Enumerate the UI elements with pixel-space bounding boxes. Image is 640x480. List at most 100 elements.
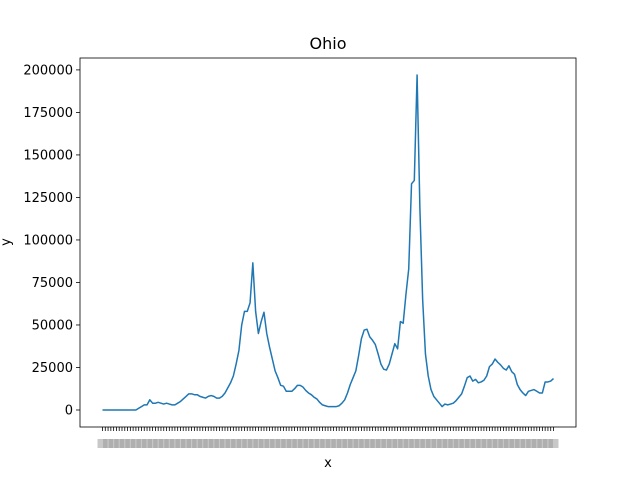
x-tick-label-mark xyxy=(353,439,364,448)
chart-title: Ohio xyxy=(310,34,347,53)
x-tick-label-mark xyxy=(147,439,158,448)
x-tick-label-mark xyxy=(459,439,470,448)
y-tick-label: 100000 xyxy=(23,233,73,248)
y-tick-label: 25000 xyxy=(32,361,73,376)
x-tick-label-mark xyxy=(515,439,526,448)
x-tick-label-mark xyxy=(509,439,520,448)
x-tick-label-mark xyxy=(398,439,409,448)
x-tick-label-mark xyxy=(336,439,347,448)
x-tick-label-mark xyxy=(442,439,453,448)
x-tick-label-mark xyxy=(370,439,381,448)
x-tick-label-mark xyxy=(181,439,192,448)
x-tick-label-mark xyxy=(481,439,492,448)
x-tick-label-mark xyxy=(208,439,219,448)
x-tick-label-mark xyxy=(247,439,258,448)
x-tick-label-mark xyxy=(470,439,481,448)
x-tick-label-mark xyxy=(476,439,487,448)
x-tick-label-mark xyxy=(320,439,331,448)
x-tick-label-mark xyxy=(403,439,414,448)
x-tick-label-mark xyxy=(420,439,431,448)
x-tick-label-mark xyxy=(448,439,459,448)
x-tick-label-mark xyxy=(503,439,514,448)
x-tick-label-mark xyxy=(258,439,269,448)
x-tick-label-mark xyxy=(281,439,292,448)
x-tick-label-mark xyxy=(325,439,336,448)
x-tick-label-mark xyxy=(253,439,264,448)
x-tick-label-mark xyxy=(142,439,153,448)
x-tick-label-mark xyxy=(114,439,125,448)
x-tick-label-mark xyxy=(392,439,403,448)
x-tick-label-mark xyxy=(303,439,314,448)
y-tick-label: 50000 xyxy=(32,318,73,333)
x-tick-label-mark xyxy=(526,439,537,448)
x-axis-label: x xyxy=(324,456,332,471)
x-tick-label-mark xyxy=(309,439,320,448)
x-tick-label-mark xyxy=(153,439,164,448)
x-tick-label-mark xyxy=(270,439,281,448)
x-tick-label-mark xyxy=(498,439,509,448)
series-line xyxy=(102,74,555,411)
x-tick-labels xyxy=(97,439,559,448)
x-tick-label-mark xyxy=(542,439,553,448)
x-tick-label-mark xyxy=(286,439,297,448)
x-tick-label-mark xyxy=(275,439,286,448)
x-tick-label-mark xyxy=(103,439,114,448)
x-tick-label-mark xyxy=(531,439,542,448)
x-tick-label-mark xyxy=(387,439,398,448)
x-tick-label-mark xyxy=(136,439,147,448)
x-tick-label-mark xyxy=(381,439,392,448)
x-tick-label-mark xyxy=(414,439,425,448)
x-tick-label-mark xyxy=(437,439,448,448)
x-tick-label-mark xyxy=(225,439,236,448)
x-tick-label-mark xyxy=(192,439,203,448)
x-tick-label-mark xyxy=(97,439,108,448)
x-tick-label-mark xyxy=(175,439,186,448)
x-tick-label-mark xyxy=(231,439,242,448)
x-tick-label-mark xyxy=(108,439,119,448)
x-tick-label-mark xyxy=(537,439,548,448)
x-tick-label-mark xyxy=(453,439,464,448)
y-tick-label: 200000 xyxy=(23,63,73,78)
x-tick-label-mark xyxy=(359,439,370,448)
y-axis-label: y xyxy=(0,238,14,246)
x-tick-label-mark xyxy=(292,439,303,448)
x-tick-label-mark xyxy=(214,439,225,448)
x-tick-label-mark xyxy=(186,439,197,448)
x-tick-label-mark xyxy=(520,439,531,448)
x-tick-label-mark xyxy=(219,439,230,448)
x-tick-label-mark xyxy=(431,439,442,448)
x-tick-label-mark xyxy=(548,439,559,448)
y-tick-label: 125000 xyxy=(23,191,73,206)
x-tick-label-mark xyxy=(331,439,342,448)
plot-area: 0 25000 50000 75000 100000 125000 150000 175000… xyxy=(23,57,577,448)
x-tick-label-mark xyxy=(119,439,130,448)
x-tick-label-mark xyxy=(492,439,503,448)
x-tick-label-mark xyxy=(164,439,175,448)
x-tick-label-mark xyxy=(242,439,253,448)
x-tick-label-mark xyxy=(297,439,308,448)
axes-frame xyxy=(79,57,577,428)
x-tick-label-mark xyxy=(169,439,180,448)
x-tick-label-mark xyxy=(130,439,141,448)
x-tick-label-mark xyxy=(264,439,275,448)
x-tick-label-mark xyxy=(203,439,214,448)
x-tick-label-mark xyxy=(348,439,359,448)
x-tick-label-mark xyxy=(236,439,247,448)
y-tick-label: 175000 xyxy=(23,106,73,121)
y-tick-label: 150000 xyxy=(23,148,73,163)
x-tick-label-mark xyxy=(342,439,353,448)
x-tick-label-mark xyxy=(409,439,420,448)
x-tick-label-mark xyxy=(158,439,169,448)
y-tick-label: 75000 xyxy=(32,276,73,291)
x-tick-label-mark xyxy=(125,439,136,448)
x-tick-label-mark xyxy=(197,439,208,448)
x-tick-label-mark xyxy=(314,439,325,448)
y-tick-label: 0 xyxy=(65,403,73,418)
x-tick-label-mark xyxy=(464,439,475,448)
x-tick-label-mark xyxy=(364,439,375,448)
x-tick-label-mark xyxy=(375,439,386,448)
x-tick-label-mark xyxy=(487,439,498,448)
x-tick-label-mark xyxy=(426,439,437,448)
